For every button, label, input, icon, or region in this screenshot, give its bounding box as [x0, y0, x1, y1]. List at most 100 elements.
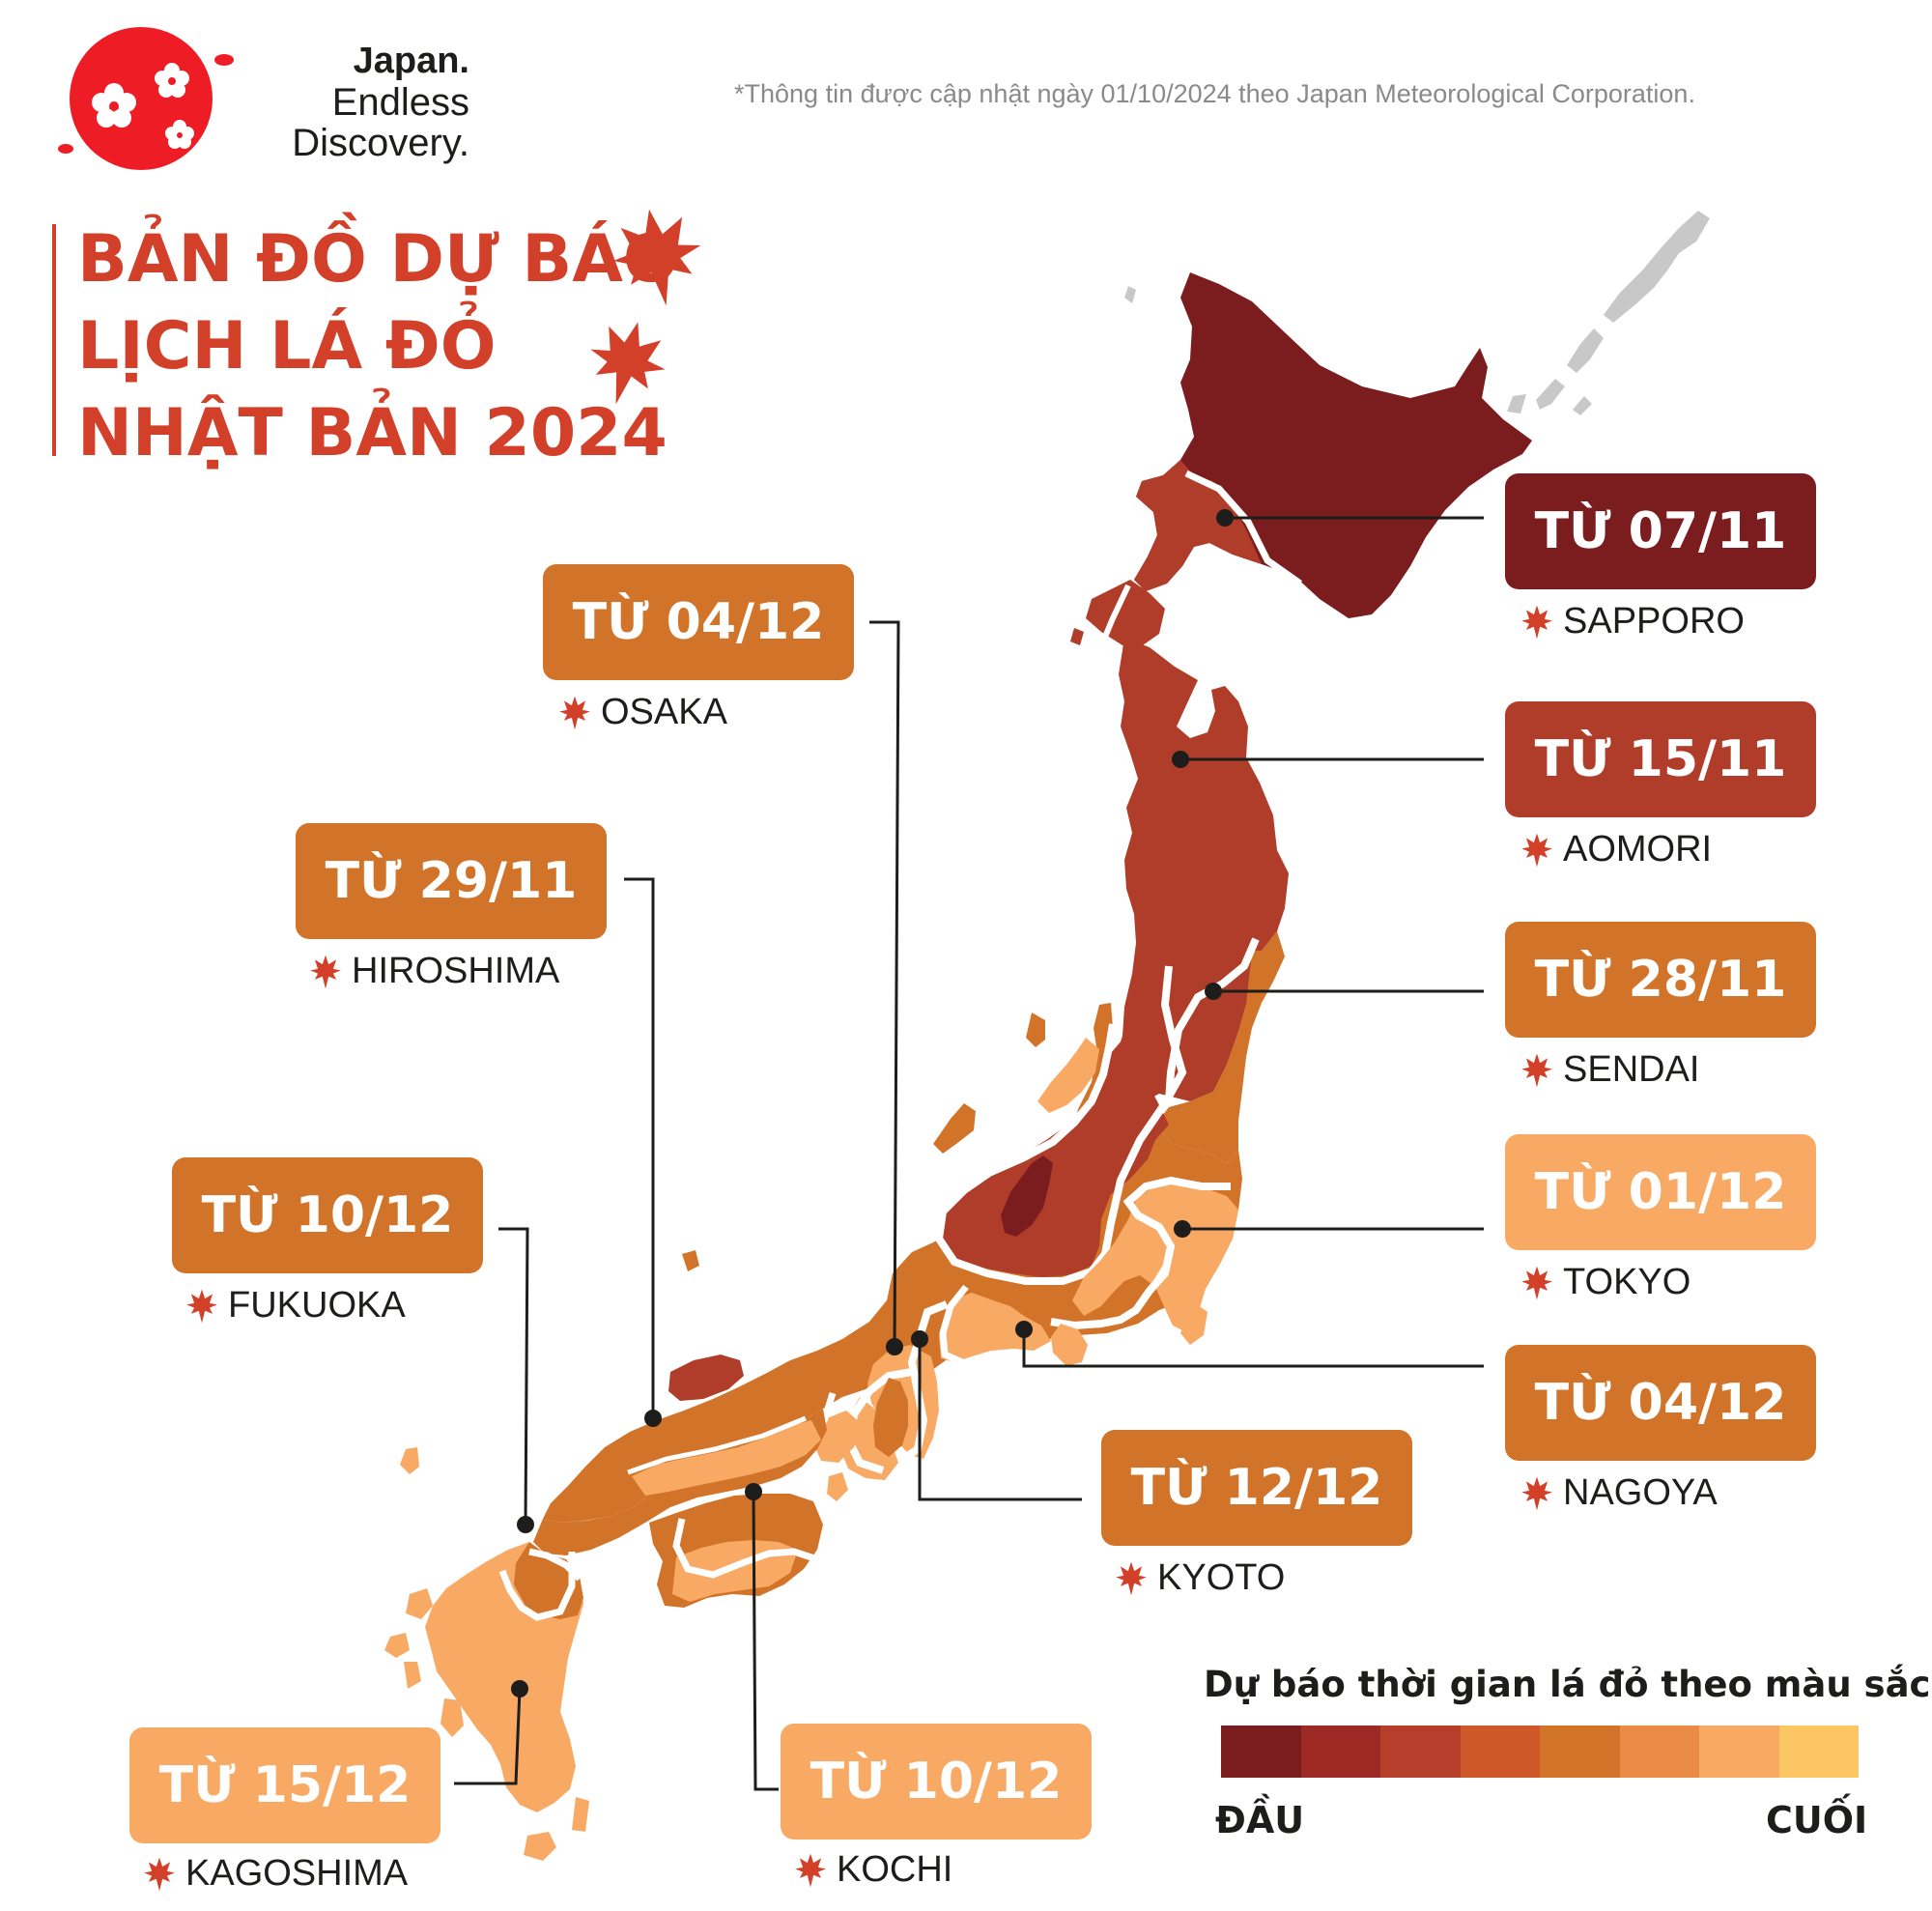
- card-tokyo: TỪ 01/12: [1505, 1134, 1816, 1250]
- card-kagoshima: TỪ 15/12: [129, 1727, 440, 1843]
- card-aomori: TỪ 15/11: [1505, 701, 1816, 817]
- city-name: KAGOSHIMA: [185, 1853, 409, 1894]
- city-tokyo: TOKYO: [1519, 1262, 1690, 1303]
- city-aomori: AOMORI: [1519, 829, 1712, 870]
- card-sapporo: TỪ 07/11: [1505, 473, 1816, 589]
- dot-fukuoka: [517, 1516, 534, 1533]
- legend-swatch: [1699, 1726, 1779, 1778]
- city-kyoto: KYOTO: [1113, 1557, 1285, 1599]
- legend-start-label: ĐẦU: [1215, 1799, 1305, 1841]
- region-central-highlands: [941, 1040, 1169, 1277]
- dot-osaka: [886, 1338, 903, 1355]
- city-name: FUKUOKA: [228, 1285, 406, 1326]
- city-sendai: SENDAI: [1519, 1049, 1699, 1091]
- region-rishiri: [1070, 628, 1084, 645]
- boundary-central: [934, 965, 1187, 1285]
- boundary-kyoto: [845, 1368, 913, 1474]
- leader-kyoto: [918, 1339, 1082, 1501]
- region-amakusa: [440, 1698, 464, 1737]
- maple-leaf-icon: [310, 955, 341, 988]
- region-sendai: [1155, 931, 1285, 1163]
- region-tanegashima: [572, 1797, 589, 1832]
- region-awaji: [827, 1472, 848, 1501]
- region-goto: [384, 1588, 433, 1689]
- legend-swatch: [1619, 1726, 1699, 1778]
- region-sado: [1026, 1013, 1045, 1047]
- brand-line-2: Endless: [331, 81, 469, 124]
- boundary-kanto: [1050, 1176, 1231, 1330]
- city-hiroshima: HIROSHIMA: [307, 951, 559, 992]
- maple-leaf-icon: [1116, 1561, 1147, 1595]
- maple-leaf-icon: [1521, 1266, 1552, 1299]
- title-accent-bar: [52, 224, 56, 456]
- page-title: BẢN ĐỒ DỰ BÁO LỊCH LÁ ĐỎ NHẬT BẢN 2024: [77, 216, 679, 477]
- city-sapporo: SAPPORO: [1519, 601, 1745, 642]
- region-setouchi: [632, 1420, 821, 1496]
- title-maple-icons: [578, 201, 710, 414]
- card-kochi: TỪ 10/12: [781, 1724, 1092, 1840]
- dot-kyoto: [911, 1330, 928, 1348]
- legend-swatch: [1300, 1726, 1380, 1778]
- dot-hiroshima: [644, 1410, 662, 1427]
- title-line-3: NHẬT BẢN 2024: [77, 395, 668, 471]
- city-osaka: OSAKA: [556, 692, 727, 733]
- boundary-nagoya: [939, 1284, 969, 1366]
- dot-sapporo: [1216, 509, 1234, 527]
- boundary-kyushu: [528, 1548, 582, 1582]
- city-name: TOKYO: [1563, 1262, 1691, 1302]
- city-nagoya: NAGOYA: [1519, 1472, 1718, 1514]
- leader-hiroshima: [624, 877, 655, 1418]
- region-hokkaido-sw: [1134, 460, 1262, 591]
- city-kagoshima: KAGOSHIMA: [141, 1853, 408, 1895]
- boundary-hokkaido: [1184, 470, 1303, 586]
- region-kanto: [1072, 1181, 1238, 1333]
- legend-swatch: [1460, 1726, 1540, 1778]
- region-osaka: [873, 1378, 908, 1457]
- city-name: OSAKA: [601, 692, 727, 732]
- region-chugoku-highland: [668, 1355, 744, 1401]
- city-name: SENDAI: [1563, 1049, 1700, 1090]
- dot-kagoshima: [511, 1680, 528, 1697]
- maple-leaf-icon: [1521, 1053, 1552, 1087]
- city-name: KYOTO: [1157, 1557, 1286, 1598]
- leader-osaka: [869, 620, 900, 1348]
- card-kyoto: TỪ 12/12: [1101, 1430, 1412, 1546]
- card-sendai: TỪ 28/11: [1505, 922, 1816, 1038]
- maple-leaf-icon: [578, 312, 675, 414]
- maple-leaf-icon: [1521, 605, 1552, 639]
- region-noto: [933, 1103, 976, 1154]
- card-nagoya: TỪ 04/12: [1505, 1345, 1816, 1461]
- card-hiroshima: TỪ 29/11: [296, 823, 607, 939]
- legend-end-label: CUỐI: [1766, 1799, 1868, 1841]
- legend-swatch: [1778, 1726, 1859, 1778]
- dot-sendai: [1205, 983, 1222, 1000]
- leader-kochi: [752, 1491, 779, 1791]
- dot-tokyo: [1174, 1220, 1191, 1238]
- boundary-fukuoka: [498, 1552, 576, 1621]
- update-footnote: *Thông tin được cập nhật ngày 01/10/2024…: [734, 79, 1695, 108]
- card-fukuoka: TỪ 10/12: [172, 1157, 483, 1273]
- legend-title: Dự báo thời gian lá đỏ theo màu sắc: [1204, 1664, 1931, 1705]
- leader-fukuoka: [498, 1227, 529, 1526]
- dot-aomori: [1172, 751, 1189, 768]
- city-fukuoka: FUKUOKA: [184, 1285, 406, 1326]
- maple-leaf-icon: [795, 1853, 826, 1887]
- maple-leaf-icon: [559, 696, 590, 729]
- kuril-islands: [1124, 211, 1710, 415]
- city-name: KOCHI: [837, 1849, 953, 1890]
- maple-leaf-icon: [605, 201, 710, 314]
- title-line-2: LỊCH LÁ ĐỎ: [77, 308, 497, 385]
- boundary-shikoku: [672, 1518, 819, 1579]
- region-izu: [1051, 1324, 1088, 1366]
- region-alps: [1001, 1155, 1053, 1237]
- leader-nagoya: [1022, 1329, 1484, 1368]
- card-osaka: TỪ 04/12: [543, 564, 854, 680]
- dot-kochi: [745, 1483, 762, 1500]
- legend-swatch: [1380, 1726, 1461, 1778]
- logo: Japan. Endless Discovery.: [54, 21, 469, 176]
- city-dots: [511, 509, 1234, 1697]
- city-name: HIROSHIMA: [352, 951, 560, 991]
- leader-kagoshima: [454, 1688, 522, 1785]
- region-niigata-coast: [1037, 1038, 1099, 1113]
